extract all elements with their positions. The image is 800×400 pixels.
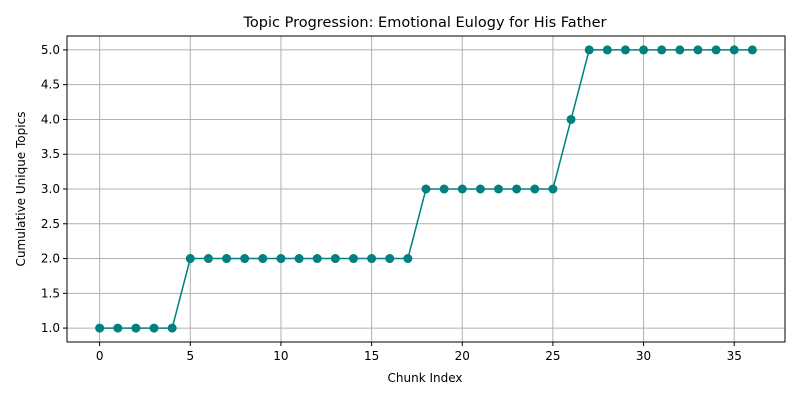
data-point — [675, 45, 685, 55]
data-point — [222, 254, 232, 264]
x-axis-title: Chunk Index — [388, 371, 463, 385]
y-tick-label: 1.0 — [41, 321, 60, 335]
x-tick-label: 0 — [96, 349, 104, 363]
y-tick-label: 4.0 — [41, 112, 60, 126]
data-point — [711, 45, 721, 55]
x-tick-label: 5 — [186, 349, 194, 363]
data-point — [530, 184, 540, 194]
data-point — [403, 254, 413, 264]
data-point — [149, 323, 159, 333]
chart-title: Topic Progression: Emotional Eulogy for … — [243, 15, 607, 31]
y-tick-label: 4.5 — [41, 78, 60, 92]
data-point — [312, 254, 322, 264]
data-point — [639, 45, 649, 55]
data-point — [457, 184, 467, 194]
data-point — [385, 254, 395, 264]
data-point — [276, 254, 286, 264]
y-tick-label: 3.0 — [41, 182, 60, 196]
data-point — [657, 45, 667, 55]
y-tick-label: 3.5 — [41, 147, 60, 161]
data-point — [294, 254, 304, 264]
data-point — [95, 323, 105, 333]
x-tick-label: 15 — [364, 349, 379, 363]
data-point — [494, 184, 504, 194]
data-point — [729, 45, 739, 55]
data-point — [203, 254, 213, 264]
data-point — [348, 254, 358, 264]
data-point — [693, 45, 703, 55]
data-point — [113, 323, 123, 333]
x-tick-label: 25 — [545, 349, 560, 363]
x-tick-label: 10 — [273, 349, 288, 363]
data-point — [584, 45, 594, 55]
y-tick-label: 2.0 — [41, 252, 60, 266]
y-tick-label: 2.5 — [41, 217, 60, 231]
data-point — [566, 114, 576, 124]
data-point — [439, 184, 449, 194]
data-point — [330, 254, 340, 264]
y-axis-title: Cumulative Unique Topics — [14, 112, 28, 267]
x-tick-label: 20 — [455, 349, 470, 363]
data-point — [620, 45, 630, 55]
data-point — [512, 184, 522, 194]
data-point — [258, 254, 268, 264]
y-axis: 1.0 1.5 2.0 2.5 3.0 3.5 4.0 4.5 5.0 — [41, 43, 67, 335]
data-point — [185, 254, 195, 264]
x-axis: 0 5 10 15 20 25 30 35 — [96, 342, 742, 363]
x-tick-label: 30 — [636, 349, 651, 363]
x-tick-label: 35 — [727, 349, 742, 363]
data-point — [747, 45, 757, 55]
data-point — [167, 323, 177, 333]
y-tick-label: 1.5 — [41, 286, 60, 300]
data-point — [602, 45, 612, 55]
data-point — [131, 323, 141, 333]
series-group — [95, 45, 757, 333]
data-point — [548, 184, 558, 194]
data-point — [367, 254, 377, 264]
data-point — [421, 184, 431, 194]
data-point — [475, 184, 485, 194]
data-point — [240, 254, 250, 264]
y-tick-label: 5.0 — [41, 43, 60, 57]
